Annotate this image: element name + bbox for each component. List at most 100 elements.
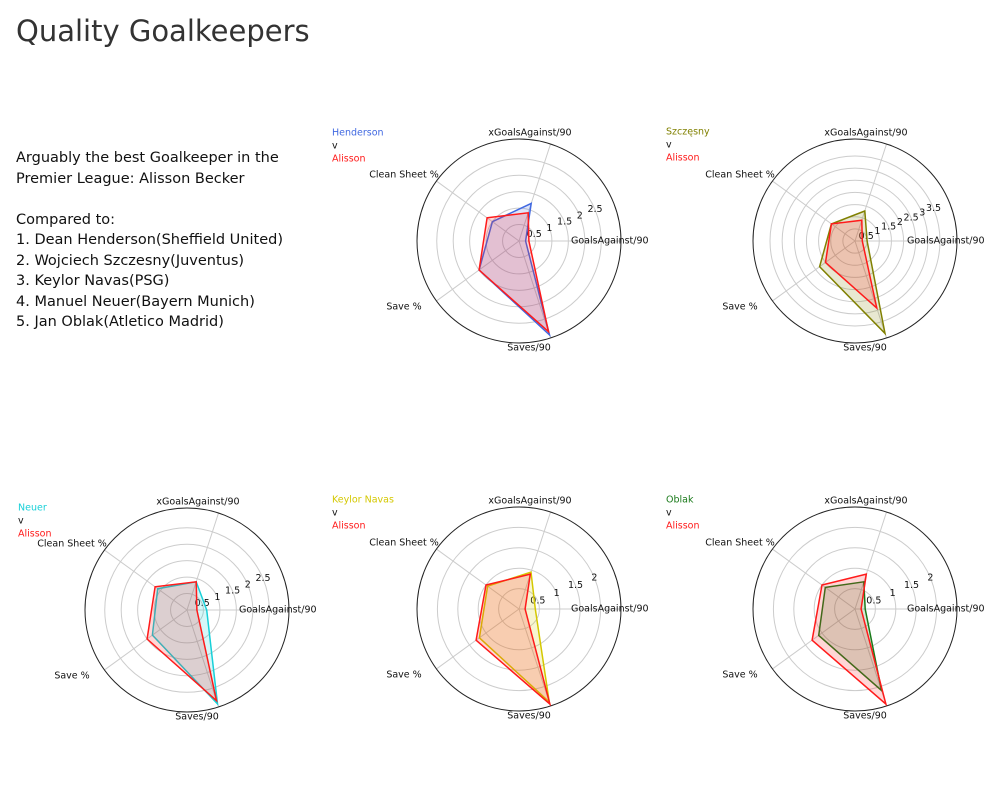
legend-separator: v [666,508,672,519]
legend-entry: Keylor Navas [332,495,394,506]
outer-circle [416,506,622,712]
axis-label: Clean Sheet % [369,538,439,549]
description: Arguably the best Goalkeeper in the Premi… [16,148,283,333]
r-tick-label: 0.5 [530,596,545,607]
legend-entry: Oblak [666,495,694,506]
spoke [518,511,551,610]
outer-circle [84,507,290,713]
spoke [772,240,856,302]
r-tick-label: 2.5 [255,573,270,584]
axis-label: GoalsAgainst/90 [571,604,649,615]
axis-label: Saves/90 [507,343,551,354]
legend-separator: v [332,508,338,519]
r-tick-label: 2 [927,572,933,583]
radar-area [151,580,219,707]
outer-circle [416,138,622,344]
page-title: Quality Goalkeepers [16,14,310,48]
spoke [518,240,551,339]
axis-label: Save % [386,302,421,313]
r-tick-label: 0.5 [866,596,881,607]
spoke [436,180,520,242]
axis-label: GoalsAgainst/90 [571,236,649,247]
axis-label: Saves/90 [175,712,219,723]
r-tick-label: 0.5 [195,598,210,609]
spoke [186,609,219,708]
axis-label: Clean Sheet % [37,539,107,550]
legend-entry: Neuer [18,503,47,514]
axis-label: Clean Sheet % [369,170,439,181]
axis-label: xGoalsAgainst/90 [156,497,239,508]
legend-separator: v [666,140,672,151]
axis-label: Saves/90 [507,711,551,722]
r-tick-label: 1 [874,226,880,237]
axis-label: Clean Sheet % [705,538,775,549]
axis-label: xGoalsAgainst/90 [824,128,907,139]
description-line: Premier League: Alisson Becker [16,170,245,187]
spoke [186,512,219,611]
r-tick-label: 1 [890,588,896,599]
legend-entry: Alisson [332,154,366,165]
r-tick-label: 1.5 [904,580,919,591]
r-tick-label: 2 [577,210,583,221]
spoke [518,143,551,242]
legend-separator: v [332,141,338,152]
r-tick-label: 1 [554,588,560,599]
legend-entry: Henderson [332,128,384,139]
r-tick-label: 2 [245,579,251,590]
r-tick-label: 1.5 [557,217,572,228]
r-tick-label: 3 [919,208,925,219]
spoke [854,143,887,242]
r-tick-label: 1 [214,592,220,603]
r-tick-label: 1 [546,223,552,234]
axis-label: xGoalsAgainst/90 [824,496,907,507]
r-tick-label: 2.5 [904,212,919,223]
axis-label: Saves/90 [843,343,887,354]
radar-area [811,573,888,707]
radar-area [818,209,887,336]
legend-entry: Alisson [332,521,366,532]
r-tick-label: 0.5 [527,229,542,240]
axis-label: Save % [386,670,421,681]
axis-label: Save % [722,302,757,313]
axis-label: GoalsAgainst/90 [239,605,317,616]
spoke [436,240,520,302]
spoke [772,608,856,670]
spoke [518,608,551,707]
spoke [104,549,188,611]
legend-separator: v [18,516,24,527]
spoke [854,240,887,339]
legend-entry: Alisson [18,529,52,540]
spoke [104,609,188,671]
description-line: Arguably the best Goalkeeper in the [16,150,279,166]
axis-label: xGoalsAgainst/90 [488,128,571,139]
outer-circle [752,138,958,344]
axis-label: GoalsAgainst/90 [907,236,985,247]
r-tick-label: 2 [897,217,903,228]
legend-entry: Alisson [666,521,700,532]
axis-label: Clean Sheet % [705,170,775,181]
radar-area [475,573,552,707]
axis-label: GoalsAgainst/90 [907,604,985,615]
spoke [436,548,520,610]
description-line: 1. Dean Henderson(Sheffield United) [16,232,283,248]
axis-label: Saves/90 [843,711,887,722]
description-line: 5. Jan Oblak(Atletico Madrid) [16,314,224,330]
r-tick-label: 1.5 [225,586,240,597]
spoke [854,511,887,610]
spoke [436,608,520,670]
legend-entry: Alisson [666,153,700,164]
outer-circle [752,506,958,712]
spoke [772,548,856,610]
radar-area [478,211,550,334]
r-tick-label: 1.5 [881,222,896,233]
r-tick-label: 2.5 [587,204,602,215]
axis-label: xGoalsAgainst/90 [488,496,571,507]
axis-label: Save % [54,671,89,682]
spoke [772,180,856,242]
r-tick-label: 2 [591,572,597,583]
legend-entry: Szczęsny [666,127,710,138]
description-line: 4. Manuel Neuer(Bayern Munich) [16,293,255,310]
radar-area [824,219,879,311]
description-line: 3. Keylor Navas(PSG) [16,273,170,289]
